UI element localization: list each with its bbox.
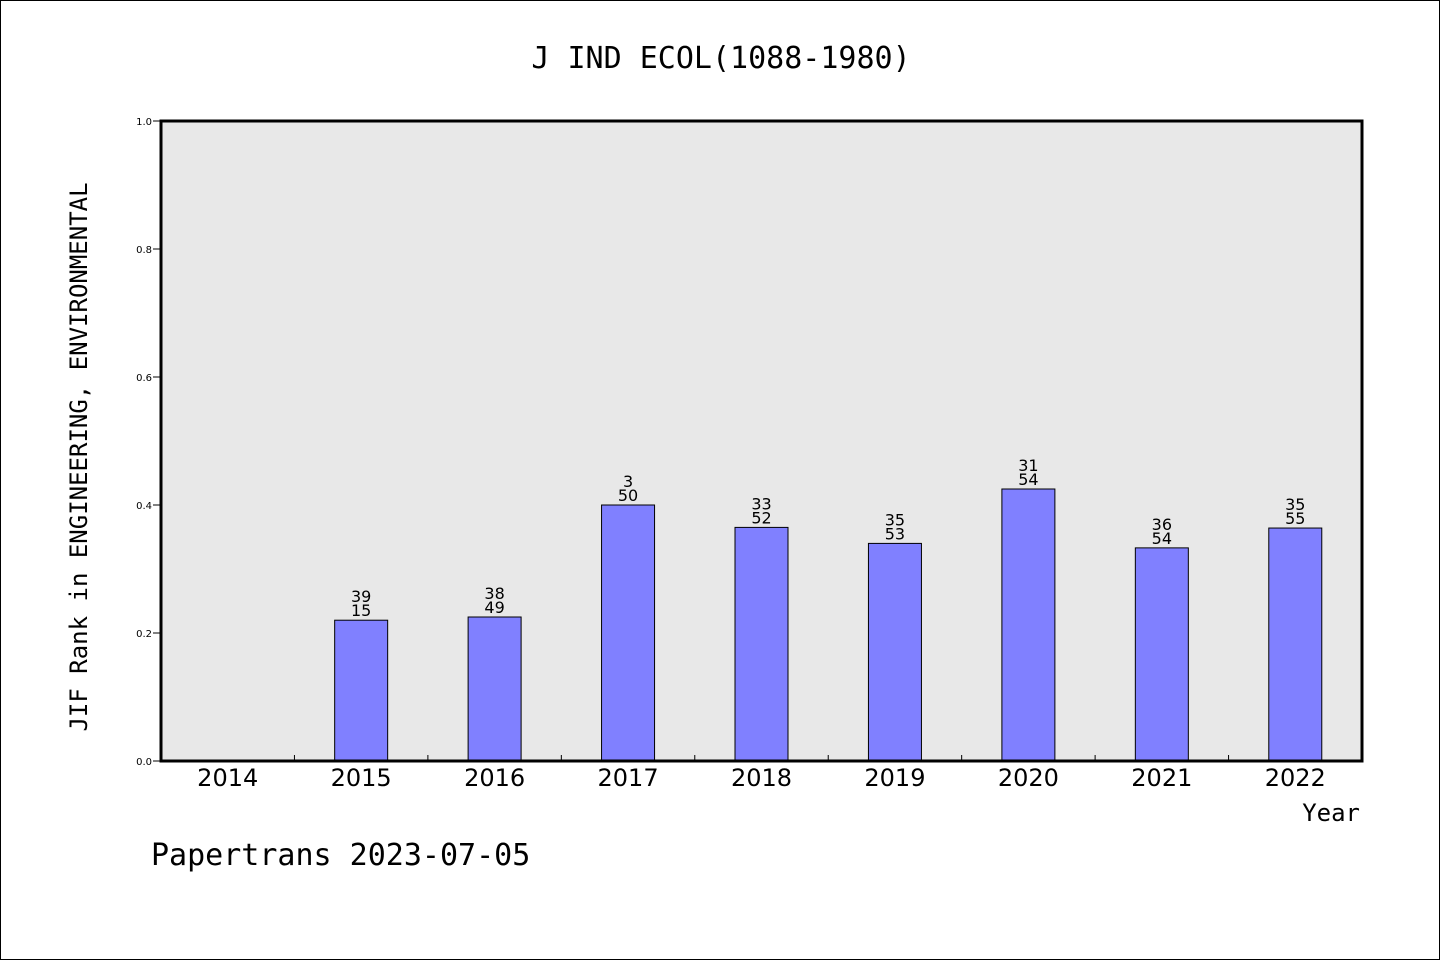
- y-tick-label: 0.0: [136, 757, 152, 768]
- bar-label-total: 52: [751, 508, 771, 527]
- chart-title: J IND ECOL(1088-1980): [531, 41, 910, 76]
- bar-2017: [601, 504, 656, 762]
- y-axis: 0.0 0.2 0.4 0.6 0.8 1.0: [136, 117, 161, 768]
- bar-label-total: 54: [1152, 529, 1172, 548]
- bar-2021: [1134, 547, 1189, 762]
- bar-2018: [734, 526, 789, 762]
- plot-border: [159, 119, 1364, 763]
- bar-label-rank: 35: [1285, 495, 1305, 514]
- x-tick-label: 2021: [1131, 764, 1192, 792]
- bar-label-rank: 35: [885, 510, 905, 529]
- x-tick-label: 2022: [1265, 764, 1326, 792]
- x-tick-label: 2020: [998, 764, 1059, 792]
- bar-label-total: 49: [484, 598, 504, 617]
- bar-label-total: 15: [351, 601, 371, 620]
- y-tick-label: 0.6: [136, 373, 152, 384]
- bar-2015: [334, 619, 389, 762]
- bar-label-total: 53: [885, 524, 905, 543]
- x-tick-label: 2016: [464, 764, 525, 792]
- bar-label-rank: 38: [484, 584, 504, 603]
- bar-2019: [867, 542, 922, 762]
- x-tick-label: 2014: [197, 764, 258, 792]
- y-tick-label: 0.4: [136, 501, 152, 512]
- x-tick-label: 2018: [731, 764, 792, 792]
- y-tick-label: 0.8: [136, 245, 152, 256]
- bar-label-total: 54: [1018, 470, 1038, 489]
- bar-2022: [1268, 527, 1323, 762]
- x-tick-label: 2019: [864, 764, 925, 792]
- x-tick-label: 2017: [598, 764, 659, 792]
- footer-credit: Papertrans 2023-07-05: [151, 838, 530, 873]
- bar-label-rank: 36: [1152, 515, 1172, 534]
- bar-label-rank: 33: [751, 494, 771, 513]
- x-tick-label: 2015: [331, 764, 392, 792]
- x-axis: 2014 2015 2016 2017 2018 2019 2020 2021 2022: [197, 755, 1326, 792]
- bar-2016: [467, 616, 522, 762]
- bar-2020: [1001, 488, 1056, 762]
- y-axis-label: JIF Rank in ENGINEERING, ENVIRONMENTAL: [65, 182, 93, 731]
- bar-label-rank: 3: [623, 472, 633, 491]
- bar-label-rank: 31: [1018, 456, 1038, 475]
- y-tick-label: 0.2: [136, 629, 152, 640]
- bar-series: [334, 488, 1323, 762]
- y-tick-label: 1.0: [136, 117, 152, 128]
- bar-label-rank: 39: [351, 587, 371, 606]
- bar-label-total: 55: [1285, 509, 1305, 528]
- bar-label-total: 50: [618, 486, 638, 505]
- x-axis-label: Year: [1302, 799, 1360, 827]
